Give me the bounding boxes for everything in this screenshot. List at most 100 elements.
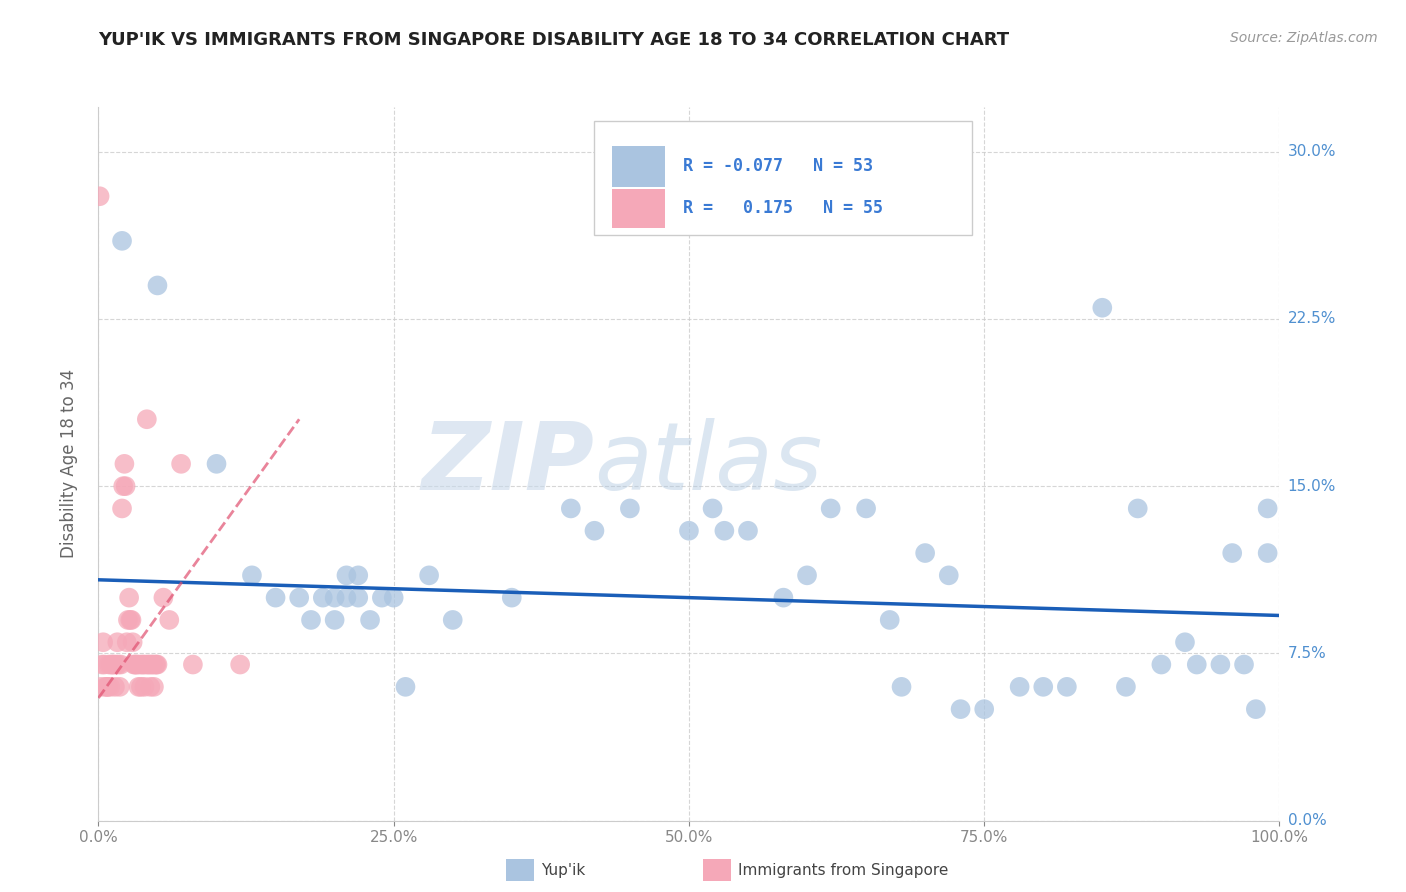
Point: [146, 278, 169, 293]
Bar: [612, 189, 665, 228]
Point: [335, 591, 357, 605]
Bar: [612, 145, 665, 187]
Point: [132, 657, 155, 672]
Text: atlas: atlas: [595, 418, 823, 509]
Point: [94, 680, 117, 694]
Text: Immigrants from Singapore: Immigrants from Singapore: [738, 863, 949, 878]
Point: [347, 591, 370, 605]
Point: [418, 568, 440, 582]
Point: [91, 657, 114, 672]
Point: [264, 591, 287, 605]
Text: 22.5%: 22.5%: [1288, 311, 1336, 326]
Point: [288, 591, 311, 605]
Point: [312, 591, 335, 605]
Point: [114, 479, 136, 493]
Point: [181, 657, 204, 672]
Point: [702, 501, 724, 516]
Point: [98, 657, 121, 672]
Point: [138, 657, 160, 672]
Point: [115, 635, 138, 649]
Point: [111, 501, 134, 516]
Point: [299, 613, 322, 627]
Text: R = -0.077   N = 53: R = -0.077 N = 53: [683, 157, 873, 175]
Point: [142, 657, 165, 672]
Point: [1220, 546, 1243, 560]
Point: [111, 234, 134, 248]
Text: YUP'IK VS IMMIGRANTS FROM SINGAPORE DISABILITY AGE 18 TO 34 CORRELATION CHART: YUP'IK VS IMMIGRANTS FROM SINGAPORE DISA…: [98, 31, 1010, 49]
Point: [122, 657, 145, 672]
Point: [796, 568, 818, 582]
Point: [737, 524, 759, 538]
Point: [124, 657, 146, 672]
Point: [879, 613, 901, 627]
Point: [949, 702, 972, 716]
Point: [347, 568, 370, 582]
Point: [110, 657, 132, 672]
Point: [240, 568, 263, 582]
Point: [128, 680, 150, 694]
Point: [97, 680, 120, 694]
Point: [121, 635, 143, 649]
Point: [157, 613, 180, 627]
Point: [855, 501, 877, 516]
Point: [1209, 657, 1232, 672]
Point: [335, 568, 357, 582]
Point: [120, 613, 142, 627]
Point: [205, 457, 228, 471]
Point: [394, 680, 416, 694]
Point: [136, 657, 159, 672]
Point: [135, 412, 157, 426]
Point: [382, 591, 405, 605]
Point: [323, 613, 346, 627]
Point: [128, 657, 150, 672]
Text: 15.0%: 15.0%: [1288, 479, 1336, 493]
FancyBboxPatch shape: [595, 121, 973, 235]
Point: [145, 657, 167, 672]
Point: [501, 591, 523, 605]
Point: [1032, 680, 1054, 694]
Text: Yup'ik: Yup'ik: [541, 863, 585, 878]
Point: [129, 680, 152, 694]
Point: [112, 479, 135, 493]
Point: [1115, 680, 1137, 694]
Point: [90, 680, 112, 694]
Point: [93, 657, 115, 672]
Point: [938, 568, 960, 582]
Point: [134, 680, 156, 694]
Point: [1233, 657, 1256, 672]
Point: [359, 613, 381, 627]
Text: 0.0%: 0.0%: [1288, 814, 1326, 828]
Point: [118, 591, 141, 605]
Point: [146, 657, 169, 672]
Point: [91, 635, 114, 649]
Point: [1244, 702, 1267, 716]
Point: [229, 657, 252, 672]
Point: [914, 546, 936, 560]
Point: [96, 680, 118, 694]
Point: [560, 501, 582, 516]
Point: [1056, 680, 1078, 694]
Point: [107, 657, 129, 672]
Point: [143, 657, 166, 672]
Point: [1008, 680, 1031, 694]
Point: [125, 657, 148, 672]
Point: [713, 524, 735, 538]
Point: [1257, 546, 1279, 560]
Point: [117, 613, 139, 627]
Point: [1126, 501, 1149, 516]
Point: [1257, 501, 1279, 516]
Point: [170, 457, 193, 471]
Text: 30.0%: 30.0%: [1288, 145, 1336, 159]
Point: [441, 613, 464, 627]
Text: 7.5%: 7.5%: [1288, 646, 1326, 661]
Point: [583, 524, 606, 538]
Point: [121, 613, 143, 627]
Text: ZIP: ZIP: [422, 417, 595, 510]
Point: [1174, 635, 1197, 649]
Point: [1091, 301, 1114, 315]
Point: [104, 680, 127, 694]
Point: [142, 680, 165, 694]
Point: [131, 657, 153, 672]
Point: [678, 524, 700, 538]
Point: [619, 501, 641, 516]
